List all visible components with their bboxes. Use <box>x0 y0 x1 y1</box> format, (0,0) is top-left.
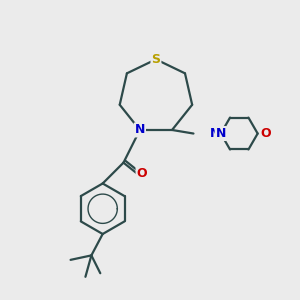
Text: N: N <box>135 124 145 136</box>
Text: O: O <box>261 127 271 140</box>
Text: N: N <box>210 127 220 140</box>
Text: O: O <box>136 167 147 180</box>
Text: S: S <box>152 53 160 66</box>
Text: N: N <box>216 127 226 140</box>
